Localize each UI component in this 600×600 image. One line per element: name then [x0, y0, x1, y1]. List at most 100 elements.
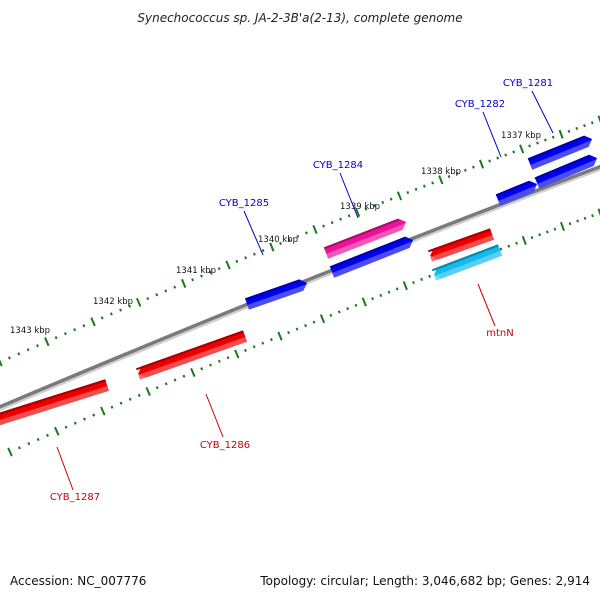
inner-ring-tick: [538, 233, 542, 237]
gene-label-mtnn[interactable]: mtnN: [486, 328, 513, 339]
inner-ring-tick: [337, 310, 341, 314]
inner-ring-tick: [560, 221, 565, 231]
inner-ring-tick: [530, 236, 534, 240]
outer-ring-tick: [173, 285, 177, 289]
gene-label-cyb_1281[interactable]: CYB_1281: [503, 78, 553, 89]
outer-ring-tick: [0, 359, 3, 367]
inner-ring-tick: [190, 367, 196, 378]
gene-shade: [138, 336, 248, 380]
inner-ring-tick: [226, 356, 230, 360]
inner-ring-tick: [395, 287, 399, 291]
inner-ring-tick: [515, 241, 518, 245]
inner-ring-tick: [100, 406, 106, 416]
outer-ring-tick: [146, 296, 150, 301]
gene-shade: [430, 234, 495, 262]
gene-label-cyb_1286[interactable]: CYB_1286: [200, 440, 250, 451]
outer-ring-tick: [225, 260, 231, 270]
outer-ring-tick: [414, 187, 418, 191]
outer-ring-tick: [217, 267, 221, 271]
outer-ring-tick: [381, 200, 385, 205]
inner-ring-tick: [137, 393, 141, 397]
outer-ring-tick: [354, 207, 361, 217]
inner-ring-tick: [568, 222, 572, 226]
outer-ring-tick: [590, 121, 594, 125]
outer-ring-tick: [90, 317, 96, 327]
gene-edge: [534, 154, 590, 180]
accession-text: Accession: NC_007776: [10, 574, 146, 588]
inner-ring-tick: [217, 359, 221, 363]
gene-label-cyb_1285[interactable]: CYB_1285: [219, 198, 269, 209]
gene-cyb_1284b[interactable]: [329, 236, 413, 278]
gene-shade: [332, 241, 413, 278]
outer-ring-tick: [109, 312, 113, 316]
genome-summary-text: Topology: circular; Length: 3,046,682 bp…: [259, 574, 590, 588]
outer-ring-tick: [472, 165, 475, 169]
outer-ring-tick: [447, 175, 451, 179]
outer-ring-tick: [536, 141, 539, 145]
gene-label-cyb_1282[interactable]: CYB_1282: [455, 99, 505, 110]
inner-ring-tick: [182, 374, 186, 378]
inner-ring-tick: [252, 345, 256, 349]
gene-shade: [434, 250, 503, 281]
outer-ring-tick: [322, 224, 325, 228]
gene-leader-line: [243, 210, 264, 256]
inner-ring-tick: [361, 297, 367, 307]
inner-ring-tick: [499, 247, 503, 251]
gene-edge: [495, 180, 530, 197]
inner-ring-tick: [412, 280, 415, 285]
outer-ring-tick: [488, 159, 491, 163]
outer-ring-tick: [82, 324, 86, 328]
backbone-shadow: [0, 168, 600, 412]
gene-cyb_1281[interactable]: [527, 135, 592, 170]
inner-ring-tick: [277, 331, 283, 341]
gene-label-cyb_1284[interactable]: CYB_1284: [313, 160, 363, 171]
outer-ring-tick: [312, 224, 318, 235]
gene-features: [0, 135, 597, 427]
inner-ring-tick: [209, 363, 212, 367]
outer-ring-tick: [54, 336, 58, 340]
gene-shade: [498, 185, 537, 206]
outer-ring-tick: [422, 184, 426, 188]
gene-label-cyb_1287[interactable]: CYB_1287: [50, 492, 100, 503]
inner-ring-tick: [128, 397, 132, 401]
gene-edge: [135, 330, 244, 371]
outer-ring-tick: [181, 278, 187, 289]
gene-cyb_1283[interactable]: [427, 228, 495, 262]
gene-cyb_1281b[interactable]: [534, 154, 597, 189]
outer-ring-tick: [339, 217, 343, 221]
outer-ring-tick: [244, 256, 248, 260]
outer-ring-tick: [406, 191, 410, 195]
outer-ring-tick: [208, 270, 212, 274]
gene-cyb_1284[interactable]: [323, 218, 406, 259]
inner-ring-tick: [354, 303, 358, 307]
gene-cyb_1287[interactable]: [0, 379, 109, 427]
gene-cyb_1285[interactable]: [245, 279, 307, 310]
inner-ring-tick: [155, 386, 159, 390]
inner-ring-tick: [583, 216, 587, 220]
inner-ring-tick: [234, 349, 240, 359]
outer-ring-tick: [567, 129, 571, 133]
inner-ring-tick: [269, 338, 273, 342]
gene-mtnn[interactable]: [431, 244, 503, 281]
inner-ring-tick: [591, 214, 594, 218]
outer-ring-tick: [17, 352, 21, 356]
inner-ring-tick: [371, 297, 374, 301]
gene-cyb_1286[interactable]: [135, 330, 248, 380]
inner-ring-tick: [17, 446, 21, 450]
outer-ring-tick: [26, 348, 30, 352]
outer-ring-tick: [519, 144, 525, 154]
inner-ring-tick: [379, 293, 383, 297]
outer-ring-tick: [296, 234, 300, 239]
gene-leader-line: [56, 446, 74, 491]
gene-leader-line: [205, 393, 224, 438]
inner-ring-tick: [312, 320, 316, 324]
gene-cyb_1282[interactable]: [495, 180, 537, 206]
outer-ring-tick: [389, 197, 393, 201]
outer-ring-tick: [287, 238, 291, 242]
outer-ring-tick: [431, 181, 435, 185]
outer-ring-tick: [597, 115, 600, 123]
outer-ring-tick: [504, 153, 508, 157]
outer-ring-tick: [119, 308, 122, 312]
inner-ring-tick: [329, 313, 333, 317]
gene-leader-line: [482, 111, 502, 158]
